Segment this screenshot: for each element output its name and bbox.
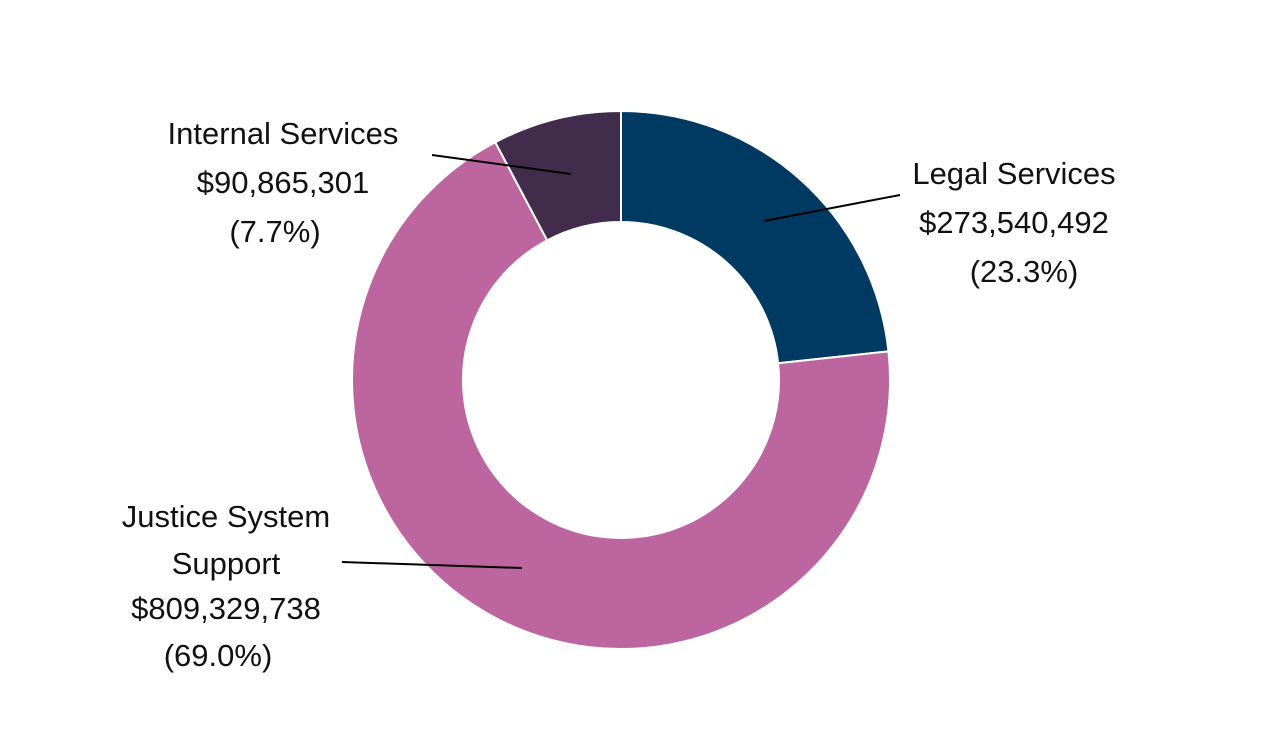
- label-justice-system-support-category-line1: Justice System: [122, 499, 330, 534]
- label-justice-system-support: Justice System Support $809,329,738 (69.…: [122, 499, 330, 673]
- label-legal-services-value: $273,540,492: [919, 205, 1109, 240]
- label-internal-services-value: $90,865,301: [197, 165, 369, 200]
- label-internal-services-category: Internal Services: [168, 116, 399, 151]
- donut-slices: [351, 109, 891, 650]
- leader-lines: [341, 154, 901, 569]
- leader-line-internal-services: [431, 154, 572, 175]
- label-justice-system-support-percent: (69.0%): [164, 638, 273, 673]
- slice-justice-system-support: [351, 140, 891, 650]
- slice-legal-services: [620, 109, 890, 365]
- label-justice-system-support-value: $809,329,738: [131, 591, 321, 626]
- label-internal-services-percent: (7.7%): [229, 214, 320, 249]
- label-justice-system-support-category-line2: Support: [172, 546, 281, 581]
- leader-line-justice-system-support: [341, 561, 523, 569]
- label-legal-services: Legal Services $273,540,492 (23.3%): [912, 156, 1115, 289]
- label-legal-services-percent: (23.3%): [970, 254, 1079, 289]
- leader-line-legal-services: [763, 194, 901, 222]
- label-legal-services-category: Legal Services: [912, 156, 1115, 191]
- label-internal-services: Internal Services $90,865,301 (7.7%): [168, 116, 399, 249]
- slice-internal-services: [493, 109, 622, 242]
